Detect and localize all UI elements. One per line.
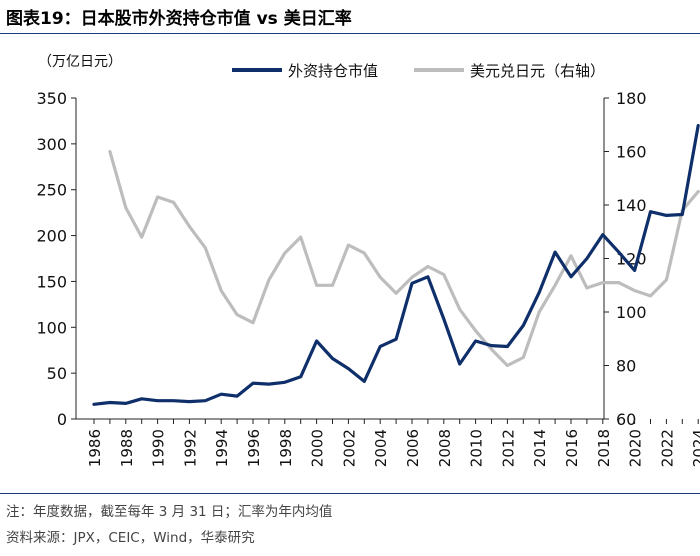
y-tick-label: 50 bbox=[47, 364, 67, 383]
x-tick-label: 2014 bbox=[531, 429, 549, 467]
usdjpy-series-line bbox=[108, 149, 700, 368]
y2-tick-label: 60 bbox=[616, 410, 636, 429]
x-tick-label: 2002 bbox=[340, 429, 358, 467]
x-tick-label: 1986 bbox=[86, 429, 104, 467]
y2-tick-label: 160 bbox=[616, 143, 647, 162]
x-tick-label: 2006 bbox=[404, 429, 422, 467]
x-tick-label: 2008 bbox=[436, 429, 454, 467]
x-tick-label: 2000 bbox=[309, 429, 327, 467]
y-tick-label: 100 bbox=[36, 318, 67, 337]
axes-layer: （万亿日元）0501001502002503003506080100120140… bbox=[36, 54, 700, 467]
x-tick-label: 1990 bbox=[150, 429, 168, 467]
y-tick-label: 350 bbox=[36, 89, 67, 108]
legend: 外资持仓市值 美元兑日元（右轴） bbox=[232, 62, 605, 80]
x-tick-label: 1998 bbox=[277, 429, 295, 467]
foreign-holdings-series-line bbox=[92, 123, 700, 406]
source-note: 资料来源：JPX，CEIC，Wind，华泰研究 bbox=[6, 530, 255, 546]
x-tick-label: 2016 bbox=[563, 429, 581, 467]
y2-tick-label: 140 bbox=[616, 196, 647, 215]
y-tick-label: 250 bbox=[36, 181, 67, 200]
x-tick-label: 1988 bbox=[118, 429, 136, 467]
y-tick-label: 200 bbox=[36, 227, 67, 246]
x-tick-label: 2018 bbox=[595, 429, 613, 467]
x-tick-label: 2012 bbox=[499, 429, 517, 467]
x-tick-label: 2020 bbox=[627, 429, 645, 467]
x-tick-label: 2022 bbox=[658, 429, 676, 467]
y-axis-label: （万亿日元） bbox=[38, 54, 122, 70]
legend-usdjpy-label: 美元兑日元（右轴） bbox=[470, 62, 605, 80]
x-tick-label: 2010 bbox=[468, 429, 486, 467]
footer-divider bbox=[0, 493, 700, 494]
y-tick-label: 150 bbox=[36, 272, 67, 291]
chart-title: 图表19：日本股市外资持仓市值 vs 美日汇率 bbox=[6, 9, 352, 29]
legend-foreign-holdings-label: 外资持仓市值 bbox=[288, 62, 378, 80]
y2-tick-label: 80 bbox=[616, 357, 636, 376]
x-tick-label: 1994 bbox=[213, 429, 231, 467]
footnote: 注：年度数据，截至每年 3 月 31 日；汇率为年内均值 bbox=[6, 504, 333, 520]
x-tick-label: 1996 bbox=[245, 429, 263, 467]
title-divider bbox=[0, 33, 700, 34]
y-tick-label: 0 bbox=[57, 410, 67, 429]
y2-tick-label: 100 bbox=[616, 303, 647, 322]
y-tick-label: 300 bbox=[36, 135, 67, 154]
x-tick-label: 2024 bbox=[690, 429, 700, 467]
x-tick-label: 2004 bbox=[372, 429, 390, 467]
series-layer bbox=[92, 123, 700, 406]
x-tick-label: 1992 bbox=[181, 429, 199, 467]
y2-tick-label: 180 bbox=[616, 89, 647, 108]
